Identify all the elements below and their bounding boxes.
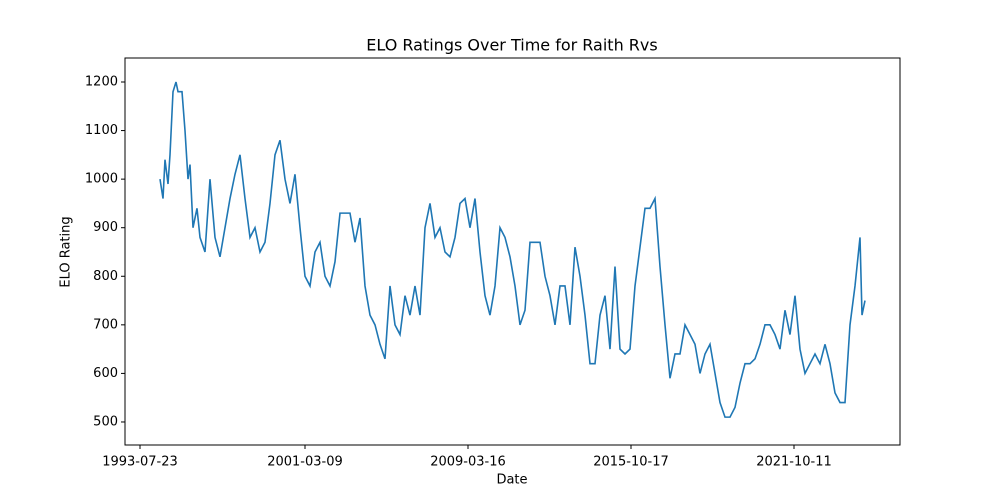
x-tick-label: 2021-10-11 xyxy=(756,455,832,470)
x-tick-label: 1993-07-23 xyxy=(102,455,178,470)
chart-title: ELO Ratings Over Time for Raith Rvs xyxy=(366,36,657,55)
y-axis-label: ELO Rating xyxy=(59,216,74,287)
x-tick-label: 2009-03-16 xyxy=(430,455,506,470)
y-tick-label: 1100 xyxy=(85,123,118,138)
line-series xyxy=(159,81,866,418)
x-tick-label: 2001-03-09 xyxy=(267,455,343,470)
y-tick-label: 800 xyxy=(93,269,118,284)
y-tick-label: 500 xyxy=(93,414,118,429)
y-tick-label: 700 xyxy=(93,317,118,332)
x-tick-label: 2015-10-17 xyxy=(593,455,669,470)
plot-frame xyxy=(124,57,901,446)
y-tick-label: 1000 xyxy=(85,172,118,187)
y-tick-label: 1200 xyxy=(85,74,118,89)
y-tick-label: 600 xyxy=(93,366,118,381)
y-tick-label: 900 xyxy=(93,220,118,235)
x-axis-label: Date xyxy=(496,473,527,488)
